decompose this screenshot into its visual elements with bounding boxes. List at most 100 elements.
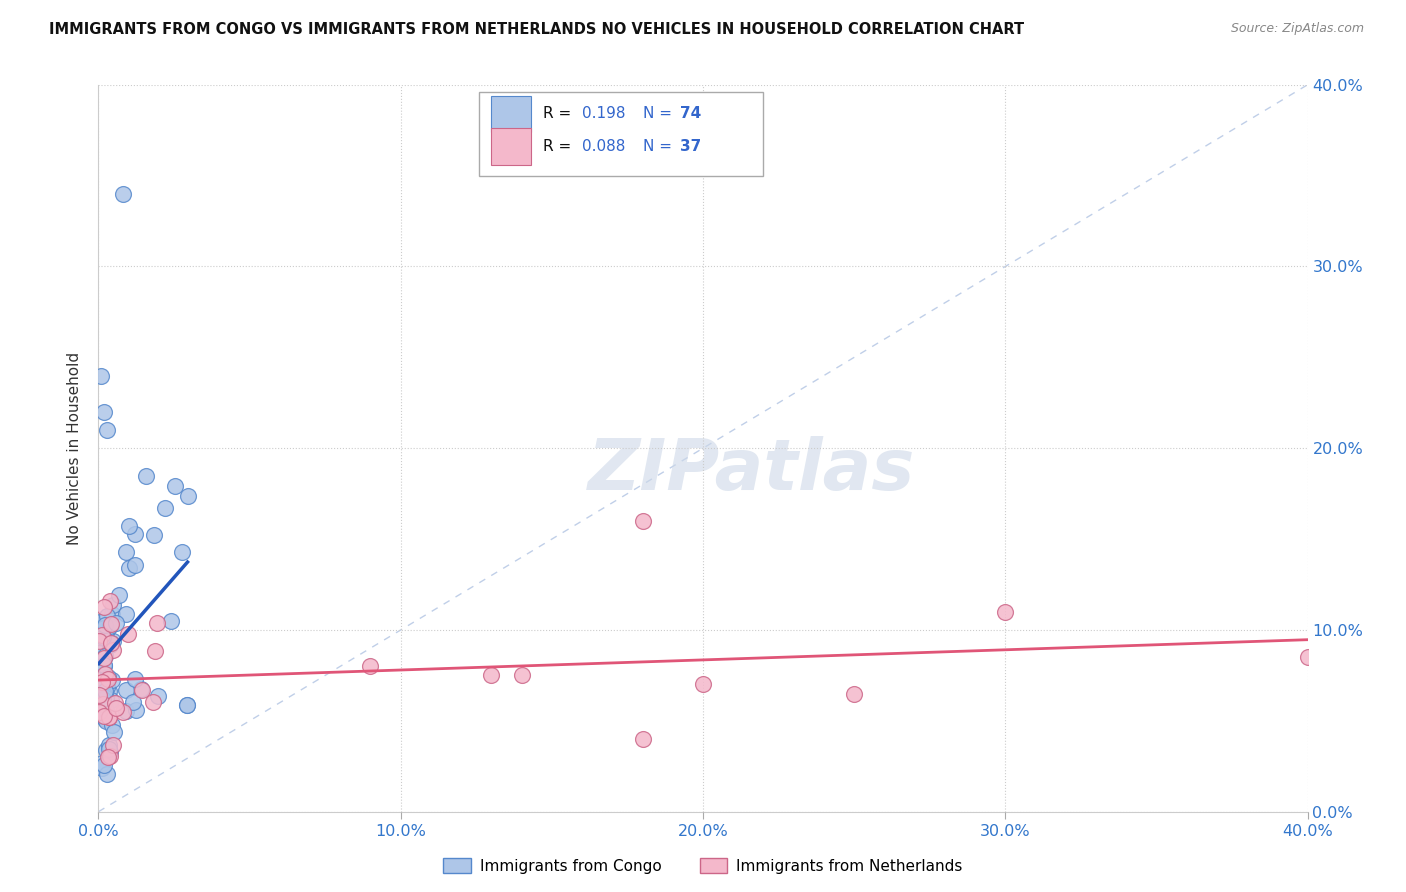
Point — [145, 615, 167, 630]
Point — [105, 615, 128, 630]
Point — [94, 712, 117, 726]
Point — [176, 698, 198, 712]
Point — [93, 651, 115, 665]
Point — [89, 706, 111, 720]
Point — [101, 598, 124, 612]
Point — [93, 708, 115, 723]
FancyBboxPatch shape — [492, 95, 531, 132]
Point — [96, 623, 118, 637]
Point — [131, 682, 153, 697]
Point — [97, 750, 120, 764]
Point — [100, 636, 122, 650]
Point — [93, 657, 115, 672]
Point — [124, 526, 146, 541]
Point — [87, 688, 110, 702]
Legend: Immigrants from Congo, Immigrants from Netherlands: Immigrants from Congo, Immigrants from N… — [437, 852, 969, 880]
Point — [142, 694, 165, 708]
Point — [163, 479, 186, 493]
Point — [93, 599, 115, 614]
Point — [96, 767, 118, 781]
Point — [360, 659, 382, 673]
Point — [98, 638, 121, 652]
Point — [90, 368, 112, 383]
Point — [631, 731, 654, 746]
Point — [94, 743, 117, 757]
Point — [94, 648, 117, 663]
Point — [98, 745, 121, 759]
Point — [176, 489, 198, 503]
Point — [118, 519, 141, 533]
Point — [94, 617, 117, 632]
Point — [692, 677, 714, 691]
Point — [115, 704, 138, 718]
Point — [97, 739, 120, 753]
Point — [87, 633, 110, 648]
Text: N =: N = — [643, 106, 676, 121]
Point — [93, 758, 115, 772]
Text: R =: R = — [543, 139, 576, 154]
Point — [153, 500, 176, 515]
Text: 74: 74 — [681, 106, 702, 121]
Point — [96, 680, 118, 694]
Point — [143, 528, 166, 542]
Point — [91, 709, 114, 723]
Point — [98, 748, 121, 763]
Point — [176, 698, 198, 713]
Text: Source: ZipAtlas.com: Source: ZipAtlas.com — [1230, 22, 1364, 36]
Point — [143, 644, 166, 658]
Point — [91, 697, 114, 711]
Point — [112, 705, 135, 719]
Point — [90, 684, 112, 698]
Point — [98, 594, 121, 608]
Point — [146, 689, 169, 703]
Point — [94, 627, 117, 641]
Point — [87, 646, 110, 660]
Point — [94, 666, 117, 681]
Point — [91, 628, 114, 642]
Point — [98, 684, 121, 698]
Text: ZIPatlas: ZIPatlas — [588, 435, 915, 505]
Point — [97, 672, 120, 686]
Point — [124, 672, 146, 686]
Point — [510, 668, 533, 682]
Text: IMMIGRANTS FROM CONGO VS IMMIGRANTS FROM NETHERLANDS NO VEHICLES IN HOUSEHOLD CO: IMMIGRANTS FROM CONGO VS IMMIGRANTS FROM… — [49, 22, 1025, 37]
Point — [89, 615, 111, 630]
Point — [98, 710, 121, 724]
Point — [94, 703, 117, 717]
Y-axis label: No Vehicles in Household: No Vehicles in Household — [67, 351, 83, 545]
Point — [129, 681, 152, 696]
Point — [1296, 650, 1319, 665]
Point — [91, 630, 114, 644]
Point — [117, 626, 139, 640]
Point — [104, 696, 127, 710]
Point — [98, 619, 121, 633]
Point — [97, 710, 120, 724]
Point — [89, 705, 111, 719]
Text: R =: R = — [543, 106, 576, 121]
Point — [101, 607, 124, 621]
Point — [90, 761, 112, 775]
Point — [125, 703, 148, 717]
Point — [89, 627, 111, 641]
Point — [103, 633, 125, 648]
Point — [96, 423, 118, 437]
Point — [481, 668, 503, 682]
Point — [90, 756, 112, 770]
Point — [994, 605, 1017, 619]
Point — [118, 561, 141, 575]
Point — [96, 609, 118, 624]
Point — [91, 624, 114, 638]
Text: N =: N = — [643, 139, 676, 154]
Point — [115, 607, 138, 621]
Point — [101, 673, 124, 688]
FancyBboxPatch shape — [492, 128, 531, 165]
Point — [100, 636, 122, 650]
Point — [97, 670, 120, 684]
Point — [94, 684, 117, 698]
Point — [94, 714, 117, 728]
Point — [172, 545, 194, 559]
Point — [100, 693, 122, 707]
Point — [631, 514, 654, 528]
Point — [844, 687, 866, 701]
Point — [91, 675, 114, 690]
